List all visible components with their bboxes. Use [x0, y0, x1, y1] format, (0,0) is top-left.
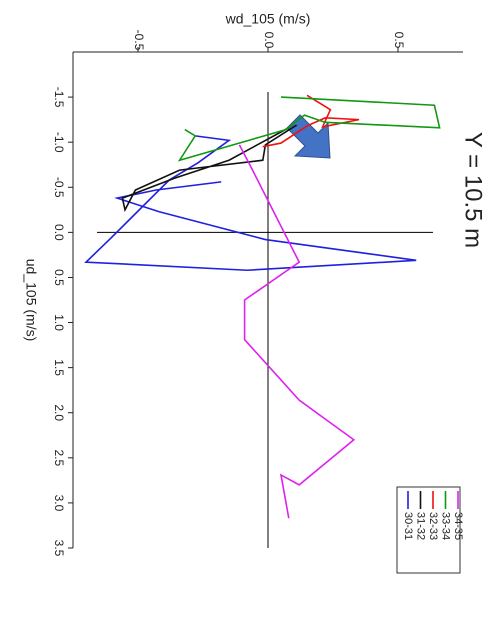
x-tick-label: -1.5 [52, 87, 66, 108]
series-line [84, 135, 417, 272]
chart-title: Y = 10.5 m [460, 132, 487, 248]
x-tick-label: 0.0 [52, 224, 66, 241]
x-tick-label: -1.0 [52, 132, 66, 153]
y-tick-label: 0.5 [392, 32, 406, 49]
x-tick-label: 2.0 [52, 404, 66, 421]
legend-label: 33-34 [440, 512, 452, 540]
y-tick-label: 0.0 [262, 32, 276, 49]
y-tick-label: -0.5 [132, 30, 146, 51]
legend-label: 31-32 [415, 512, 427, 540]
x-tick-label: 1.5 [52, 359, 66, 376]
legend-label: 30-31 [402, 512, 414, 540]
series-line [262, 94, 360, 148]
x-axis-label: ud_105 (m/s) [23, 259, 39, 341]
x-tick-label: 2.5 [52, 449, 66, 466]
x-tick-label: 3.5 [52, 540, 66, 557]
legend-label: 34-35 [452, 512, 464, 540]
arrow-annotation [286, 114, 331, 159]
x-tick-label: -0.5 [52, 177, 66, 198]
x-tick-label: 0.5 [52, 269, 66, 286]
series-line [238, 144, 356, 519]
x-tick-label: 1.0 [52, 314, 66, 331]
x-tick-label: 3.0 [52, 495, 66, 512]
y-axis-label: wd_105 (m/s) [225, 11, 311, 27]
legend-label: 32-33 [427, 512, 439, 540]
series-line [121, 124, 298, 213]
series-line [177, 96, 441, 162]
